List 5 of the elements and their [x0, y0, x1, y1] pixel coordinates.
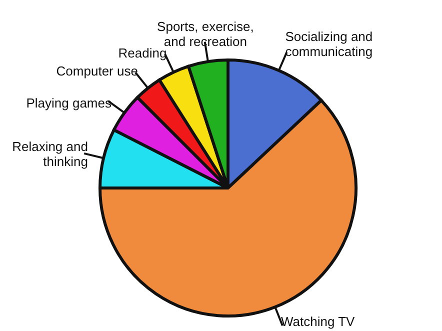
- slice-label: Computer use: [56, 64, 138, 79]
- slice-label: Relaxing and thinking: [12, 138, 88, 169]
- slice-label: Socializing and communicating: [285, 28, 373, 59]
- slice-label: Watching TV: [281, 314, 356, 329]
- slice-label: Playing games: [26, 95, 112, 110]
